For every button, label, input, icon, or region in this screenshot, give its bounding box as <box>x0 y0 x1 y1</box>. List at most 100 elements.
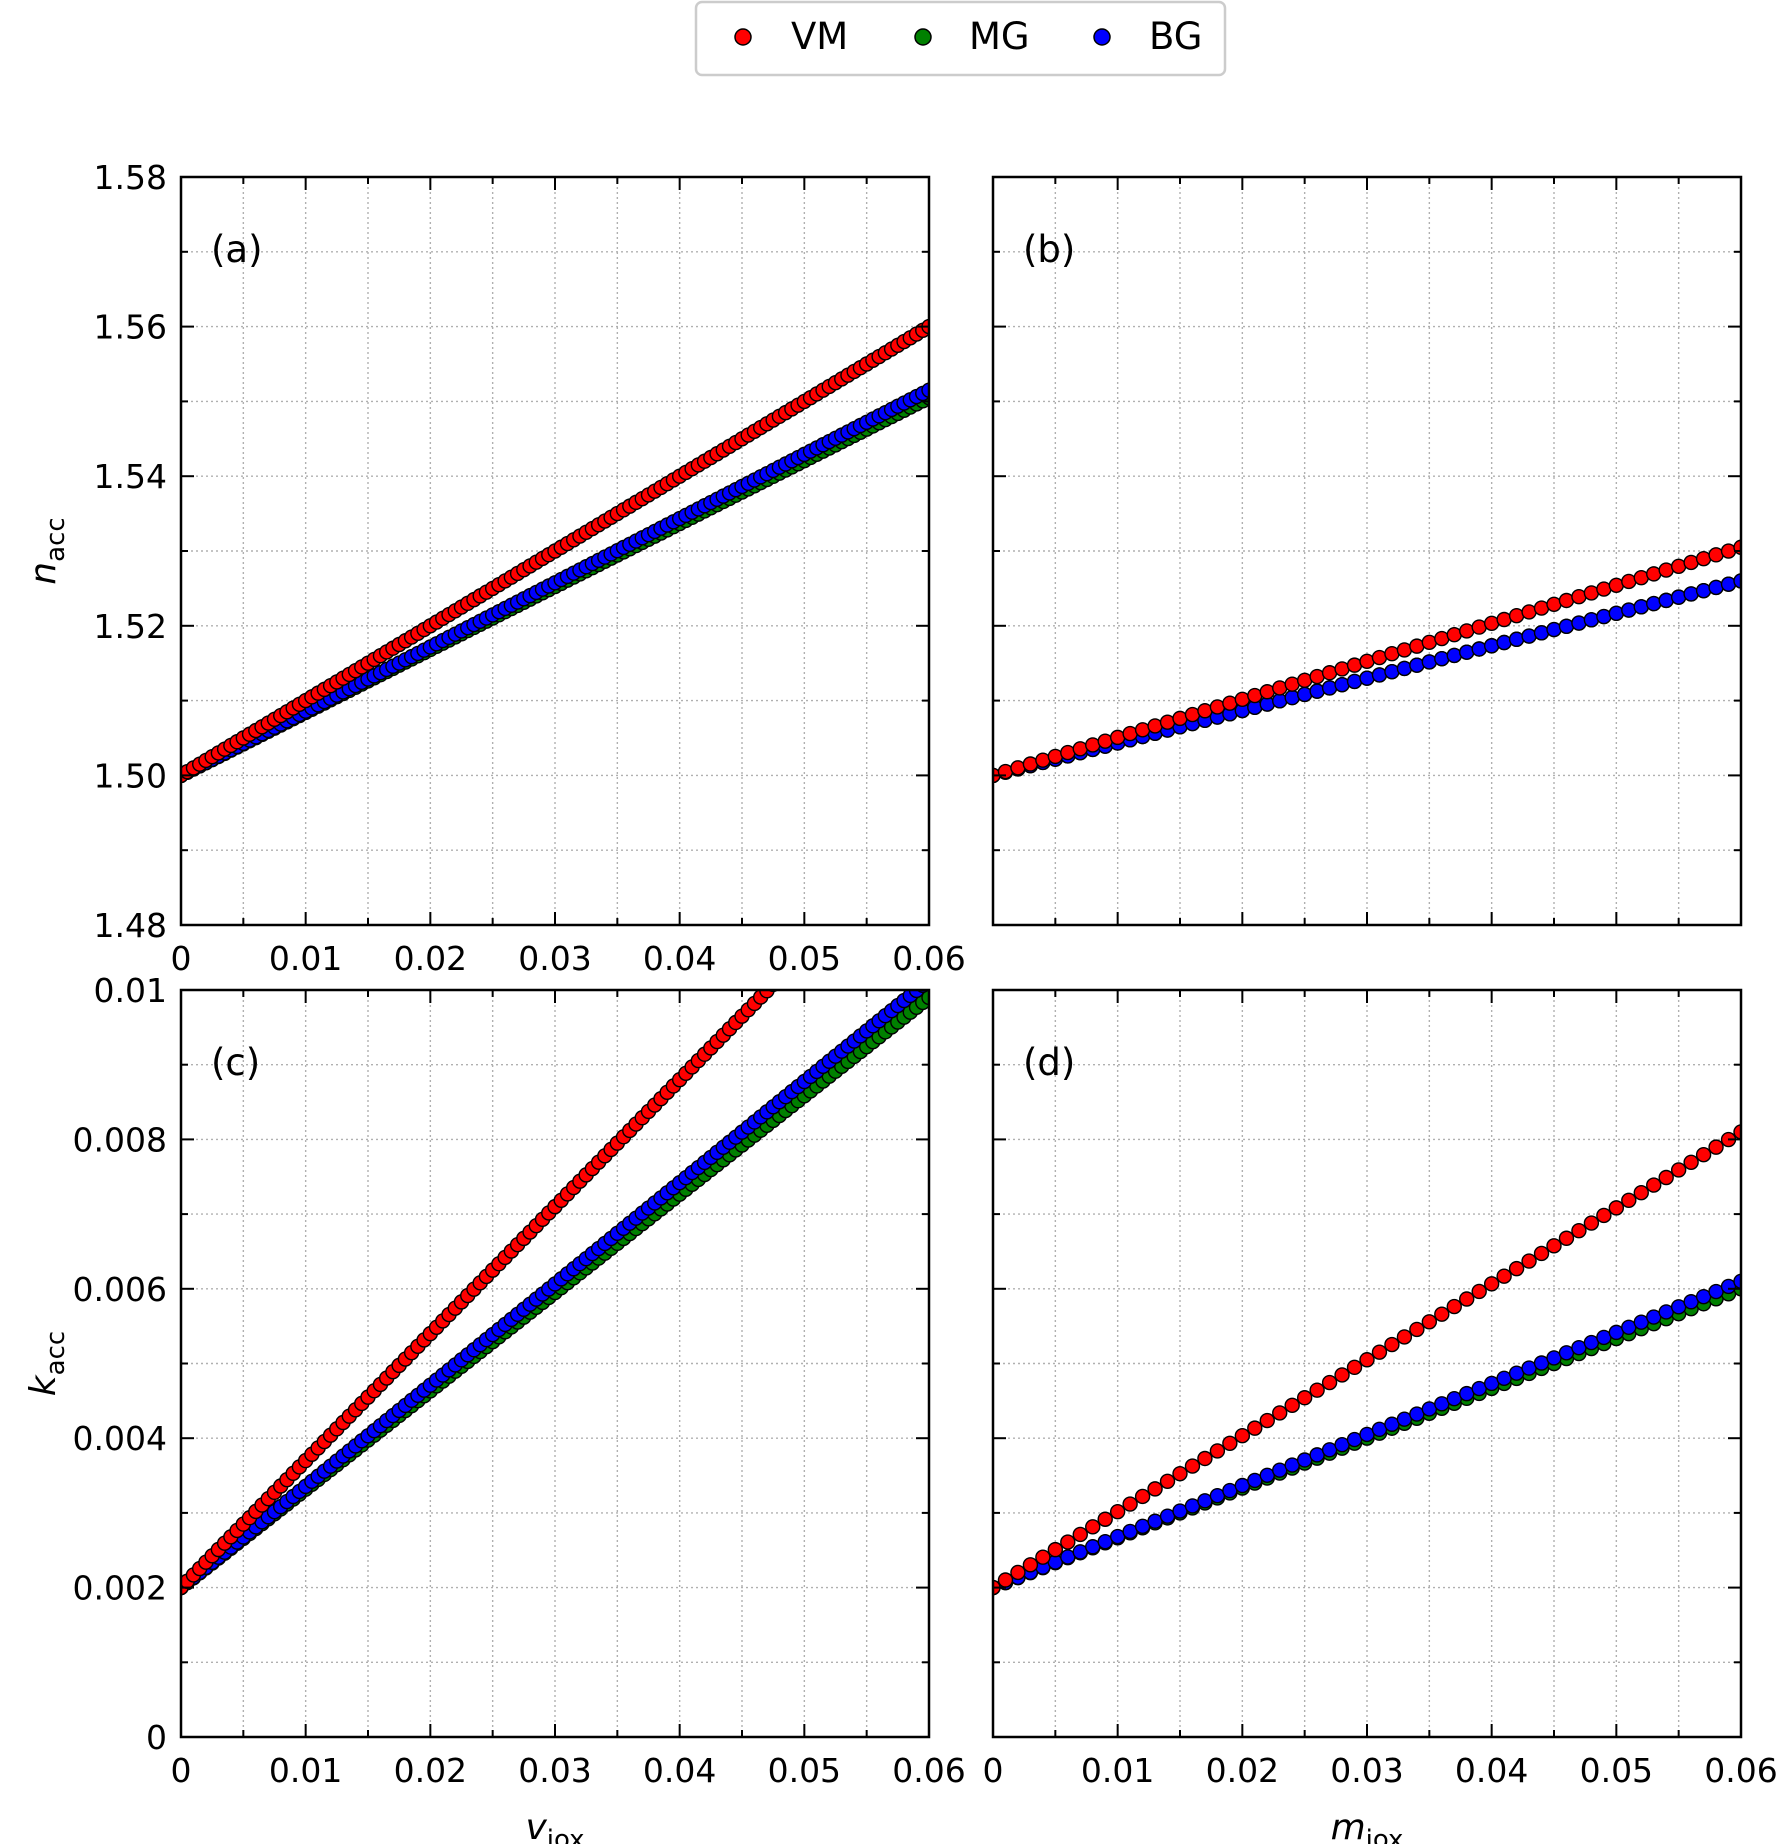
data-point-vm <box>891 850 905 864</box>
data-point-vm <box>860 882 874 896</box>
x-tick-label: 0.04 <box>1455 1751 1528 1790</box>
data-point-vm <box>916 825 930 839</box>
data-point-bg <box>1483 638 1500 654</box>
y-tick-label: 0 <box>146 1718 167 1757</box>
data-point-bg <box>1446 647 1462 664</box>
panels: 0 0.01 0.02 0.03 0.04 0.05 0.061.481.501.521.5… <box>23 158 1778 1844</box>
data-point-vm <box>1259 1412 1275 1429</box>
x-tick-label: 0.03 <box>518 1751 591 1790</box>
data-point-vm <box>1109 1503 1126 1520</box>
data-point-vm <box>910 831 924 845</box>
legend-label-vm: VM <box>791 15 848 58</box>
data-point-vm <box>1533 1245 1550 1262</box>
data-point-vm <box>1546 1238 1562 1254</box>
data-points <box>181 825 930 1596</box>
y-tick-label: 1.50 <box>94 756 167 795</box>
data-point-vm <box>835 908 849 922</box>
y-tick-label: 0.01 <box>94 971 167 1010</box>
data-point-bg <box>1558 618 1575 634</box>
data-point-bg <box>1670 589 1687 605</box>
data-point-bg <box>1471 641 1487 657</box>
data-point-vm <box>1060 1534 1076 1550</box>
x-tick-label: 0 <box>983 1751 1004 1790</box>
data-point-bg <box>1708 579 1724 596</box>
legend-marker-vm <box>734 28 752 46</box>
data-point-vm <box>1508 1260 1525 1277</box>
x-tick-label: 0.06 <box>892 1751 965 1790</box>
x-tick-label: 0.05 <box>1580 1751 1653 1790</box>
data-point-vm <box>847 895 861 909</box>
series-vm <box>181 825 930 1596</box>
panel-d: 0 0.01 0.02 0.03 0.04 0.05 0.06 (d) miox <box>983 988 1778 1844</box>
panel-label: (d) <box>1023 1041 1075 1084</box>
data-point-bg <box>1571 615 1587 631</box>
data-point-bg <box>1596 608 1612 625</box>
data-point-bg <box>1508 631 1525 647</box>
data-point-bg <box>1346 673 1363 690</box>
x-tick-label: 0 <box>171 1751 192 1790</box>
data-point-vm <box>1483 1276 1500 1292</box>
x-tick-label: 0.02 <box>1206 1751 1279 1790</box>
data-point-bg <box>1683 586 1699 602</box>
data-point-vm <box>1384 1336 1400 1353</box>
legend-item-bg: BG <box>1093 15 1202 58</box>
data-point-bg <box>1733 573 1741 589</box>
data-point-bg <box>1272 693 1288 709</box>
x-tick-label: 0.01 <box>269 1751 342 1790</box>
x-tick-label: 0.05 <box>768 1751 841 1790</box>
series-vm <box>993 539 1741 784</box>
x-tick-label: 0.02 <box>394 1751 467 1790</box>
plot-frame <box>179 988 931 1739</box>
data-point-vm <box>1695 1147 1712 1163</box>
legend-label-mg: MG <box>969 15 1030 58</box>
y-tick-label: 1.58 <box>94 158 167 197</box>
data-point-bg <box>1434 651 1450 667</box>
data-point-bg <box>1533 625 1550 641</box>
data-point-bg <box>1409 657 1425 673</box>
data-point-vm <box>866 876 880 890</box>
series-vm <box>993 1124 1741 1596</box>
data-point-vm <box>1608 1200 1625 1216</box>
data-point-vm <box>1371 1344 1388 1360</box>
data-point-bg <box>1621 602 1637 618</box>
data-point-bg <box>1296 686 1313 703</box>
data-point-vm <box>897 844 911 858</box>
data-point-vm <box>872 869 886 883</box>
data-point-bg <box>1459 644 1475 660</box>
series-bg <box>993 573 1741 784</box>
data-point-vm <box>1646 1177 1662 1193</box>
panel-label: (c) <box>211 1041 260 1084</box>
data-point-vm <box>1209 1443 1226 1459</box>
panel-label: (b) <box>1023 228 1075 271</box>
data-point-vm <box>1658 1169 1674 1186</box>
data-point-bg <box>1546 621 1562 638</box>
data-point-bg <box>1496 634 1512 651</box>
data-point-vm <box>1309 1382 1325 1398</box>
data-point-vm <box>1047 1541 1064 1558</box>
data-point-bg <box>1695 582 1712 599</box>
data-point-vm <box>1670 1162 1687 1178</box>
data-point-vm <box>1733 1124 1741 1140</box>
data-point-bg <box>1421 654 1438 670</box>
x-tick-label: 0.04 <box>643 939 716 978</box>
data-point-vm <box>878 863 892 877</box>
grid <box>181 990 929 1737</box>
data-point-vm <box>885 857 899 871</box>
legend-label-bg: BG <box>1149 15 1202 58</box>
data-point-bg <box>1646 595 1662 612</box>
data-point-vm <box>1396 1329 1413 1345</box>
plot-frame <box>991 175 1743 927</box>
panel-c: 0 0.01 0.02 0.03 0.04 0.05 0.0600.0020.0040.00… <box>23 825 966 1844</box>
data-point-vm <box>1296 1390 1313 1406</box>
data-point-vm <box>1521 1253 1537 1269</box>
legend-item-vm: VM <box>734 15 848 58</box>
x-tick-label: 0.06 <box>1704 1751 1777 1790</box>
data-point-vm <box>1147 1481 1163 1497</box>
plot-frame <box>179 175 931 927</box>
data-point-vm <box>1434 1306 1450 1322</box>
x-tick-label: 0.01 <box>269 939 342 978</box>
data-point-bg <box>1396 660 1413 677</box>
data-point-vm <box>1633 1184 1649 1201</box>
data-point-bg <box>1371 667 1388 683</box>
data-point-bg <box>1521 628 1537 644</box>
